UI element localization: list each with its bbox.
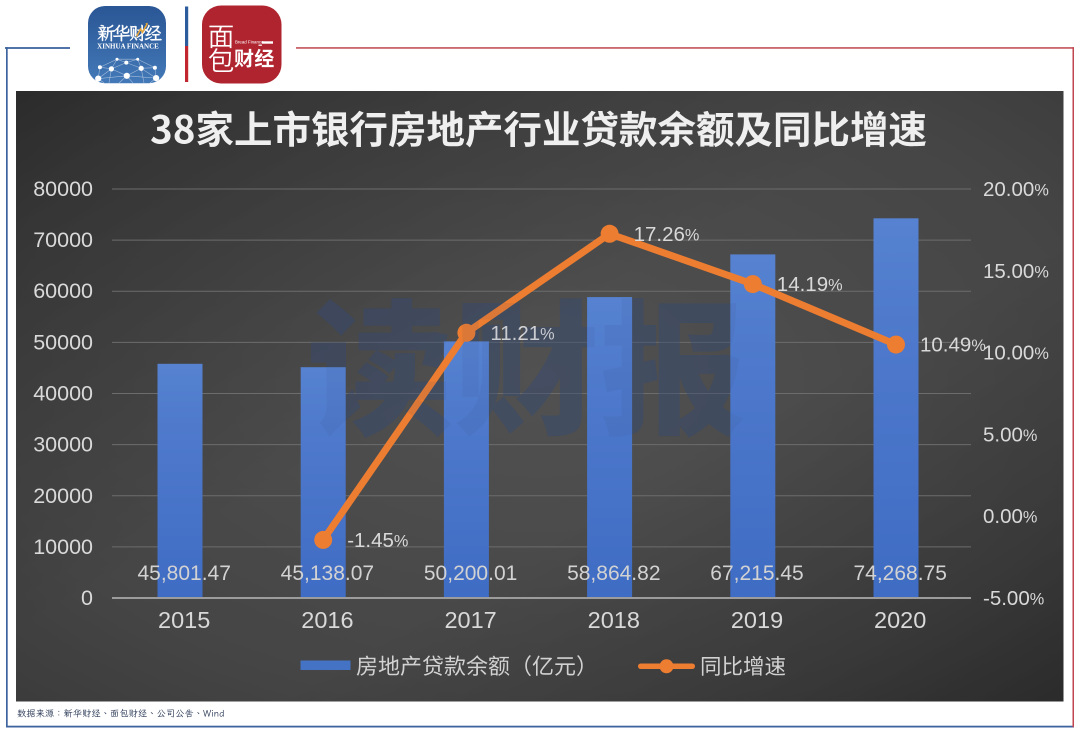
svg-text:70000: 70000 xyxy=(33,228,93,252)
svg-text:74,268.75: 74,268.75 xyxy=(853,562,946,585)
svg-text:15.00%: 15.00% xyxy=(983,260,1049,283)
svg-text:58,864.82: 58,864.82 xyxy=(567,562,660,585)
svg-text:20.00%: 20.00% xyxy=(983,178,1049,201)
svg-text:2016: 2016 xyxy=(301,607,353,633)
svg-text:2019: 2019 xyxy=(731,607,783,633)
svg-text:-5.00%: -5.00% xyxy=(983,587,1044,610)
svg-text:5.00%: 5.00% xyxy=(983,423,1037,446)
svg-text:2018: 2018 xyxy=(588,607,640,633)
svg-text:-1.45%: -1.45% xyxy=(347,529,408,552)
svg-text:30000: 30000 xyxy=(33,433,93,457)
svg-text:Bread Finance: Bread Finance xyxy=(235,40,264,45)
svg-text:2017: 2017 xyxy=(444,607,496,633)
svg-text:67,215.45: 67,215.45 xyxy=(710,562,803,585)
svg-text:45,138.07: 45,138.07 xyxy=(281,562,374,585)
svg-text:50,200.01: 50,200.01 xyxy=(424,562,517,585)
svg-text:14.19%: 14.19% xyxy=(777,273,843,296)
svg-text:2015: 2015 xyxy=(158,607,210,633)
svg-text:40000: 40000 xyxy=(33,382,93,406)
svg-text:10.49%: 10.49% xyxy=(920,334,986,357)
svg-text:0.00%: 0.00% xyxy=(983,505,1037,528)
svg-text:20000: 20000 xyxy=(33,484,93,508)
svg-text:80000: 80000 xyxy=(33,177,93,201)
svg-text:0: 0 xyxy=(81,586,93,610)
svg-text:10000: 10000 xyxy=(33,535,93,559)
svg-text:2020: 2020 xyxy=(874,607,926,633)
svg-text:XINHUA FINANCE: XINHUA FINANCE xyxy=(97,43,159,51)
svg-text:45,801.47: 45,801.47 xyxy=(137,562,230,585)
svg-text:60000: 60000 xyxy=(33,279,93,303)
svg-text:11.21%: 11.21% xyxy=(490,322,554,345)
svg-text:50000: 50000 xyxy=(33,330,93,354)
svg-text:10.00%: 10.00% xyxy=(983,342,1049,365)
svg-text:17.26%: 17.26% xyxy=(634,223,700,246)
